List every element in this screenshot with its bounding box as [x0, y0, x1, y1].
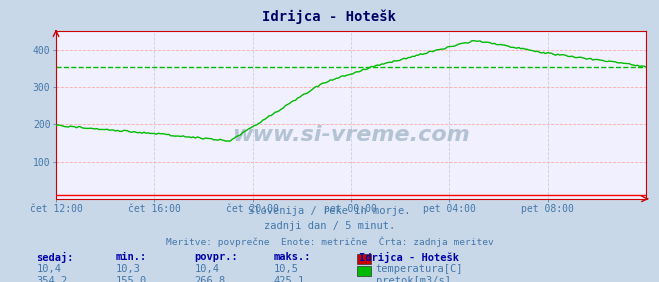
Text: zadnji dan / 5 minut.: zadnji dan / 5 minut.	[264, 221, 395, 231]
Text: www.si-vreme.com: www.si-vreme.com	[232, 125, 470, 145]
Text: temperatura[C]: temperatura[C]	[376, 264, 463, 274]
Text: povpr.:: povpr.:	[194, 252, 238, 261]
Text: 10,3: 10,3	[115, 264, 140, 274]
Text: Idrijca - Hotešk: Idrijca - Hotešk	[262, 10, 397, 24]
Text: sedaj:: sedaj:	[36, 252, 74, 263]
Text: Idrijca - Hotešk: Idrijca - Hotešk	[359, 252, 459, 263]
Text: Meritve: povprečne  Enote: metrične  Črta: zadnja meritev: Meritve: povprečne Enote: metrične Črta:…	[165, 236, 494, 247]
Text: 266,8: 266,8	[194, 276, 225, 282]
Text: 354,2: 354,2	[36, 276, 67, 282]
Text: min.:: min.:	[115, 252, 146, 261]
Text: 10,4: 10,4	[36, 264, 61, 274]
Text: pretok[m3/s]: pretok[m3/s]	[376, 276, 451, 282]
Text: maks.:: maks.:	[273, 252, 311, 261]
Text: 10,5: 10,5	[273, 264, 299, 274]
Text: 10,4: 10,4	[194, 264, 219, 274]
Text: Slovenija / reke in morje.: Slovenija / reke in morje.	[248, 206, 411, 216]
Text: 155,0: 155,0	[115, 276, 146, 282]
Text: 425,1: 425,1	[273, 276, 304, 282]
